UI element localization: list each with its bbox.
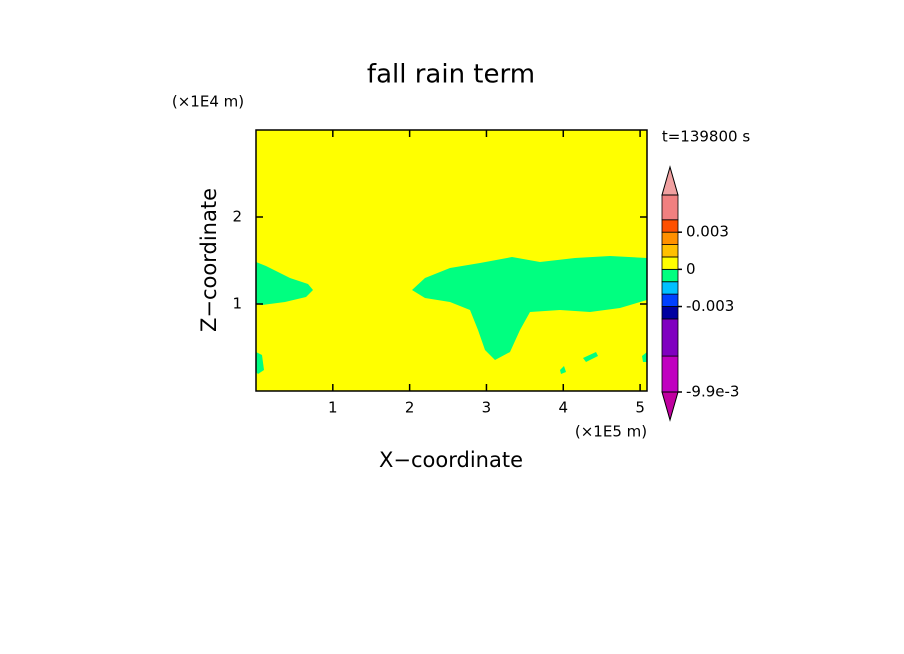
time-label: t=139800 s	[662, 128, 750, 146]
x-tick-label: 3	[482, 399, 492, 417]
x-axis-label: X−coordinate	[379, 448, 523, 472]
colorbar-segment	[661, 244, 679, 258]
y-tick-label: 2	[232, 208, 242, 226]
colorbar-segment	[661, 268, 679, 283]
colorbar-segment	[661, 256, 679, 270]
contour-fill	[642, 352, 647, 362]
colorbar-extend	[661, 165, 679, 196]
colorbar-segment	[661, 318, 679, 357]
colorbar-label: 0	[686, 260, 696, 278]
y-tick-label: 1	[232, 295, 242, 313]
plot-frame	[255, 129, 648, 392]
x-tick-label: 5	[635, 399, 645, 417]
x-tick-label: 2	[405, 399, 415, 417]
colorbar-segment	[661, 194, 679, 221]
colorbar-segment	[661, 219, 679, 233]
colorbar-segment	[661, 306, 679, 320]
contour-fill	[412, 256, 647, 360]
x-tick-label: 4	[558, 399, 568, 417]
colorbar-segment	[661, 355, 679, 393]
colorbar-extend	[661, 391, 679, 422]
plot-area	[256, 130, 647, 391]
contour-fill	[560, 366, 566, 374]
colorbar-segment	[661, 231, 679, 245]
y-unit: (×1E4 m)	[172, 93, 244, 111]
colorbar-label: 0.003	[686, 223, 729, 241]
y-axis-label: Z−coordinate	[197, 188, 221, 332]
colorbar-label: -0.003	[686, 297, 734, 315]
contour-fill	[583, 352, 598, 362]
x-tick-label: 1	[328, 399, 338, 417]
colorbar-segment	[661, 293, 679, 307]
contour-fill	[256, 262, 313, 305]
colorbar-label: -9.9e-3	[686, 383, 739, 401]
colorbar-segment	[661, 281, 679, 295]
contour-fill	[256, 352, 264, 374]
x-unit: (×1E5 m)	[575, 423, 647, 441]
chart-title: fall rain term	[367, 60, 535, 90]
